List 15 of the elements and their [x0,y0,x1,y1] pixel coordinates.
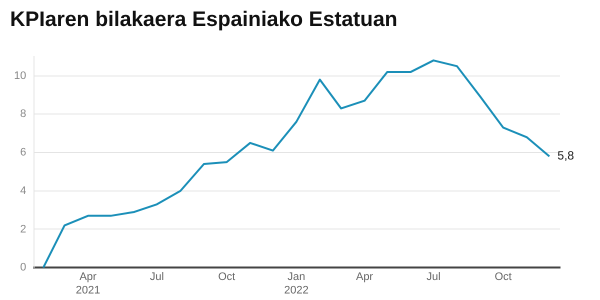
x-tick-label: Apr 2021 [76,271,100,296]
y-tick-label: 6 [20,146,26,159]
x-tick-label: Apr [356,271,374,284]
x-tick-label: Oct [218,271,236,284]
y-tick-label: 2 [20,223,26,236]
x-tick-label: Oct [494,271,512,284]
x-tick-label: Jan 2022 [284,271,309,296]
y-tick-label: 0 [20,262,26,274]
y-tick-label: 10 [14,70,26,82]
x-tick-label: Jul [426,271,441,284]
y-tick-label: 8 [20,108,26,120]
data-label: 5,8 [557,148,574,163]
y-tick-label: 4 [20,184,26,197]
x-tick-label: Jul [150,271,164,284]
chart-title: KPIaren bilakaera Espainiako Estatuan [10,8,398,32]
